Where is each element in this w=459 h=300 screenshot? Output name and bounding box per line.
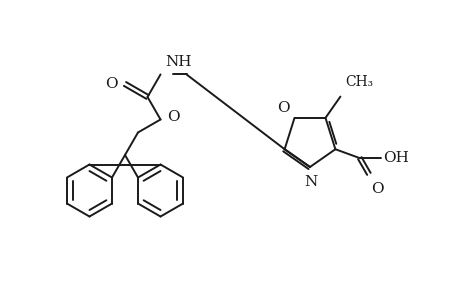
Text: CH₃: CH₃ xyxy=(345,75,373,88)
Text: NH: NH xyxy=(165,56,191,70)
Text: N: N xyxy=(304,175,317,189)
Text: OH: OH xyxy=(383,151,409,165)
Text: O: O xyxy=(167,110,180,124)
Text: O: O xyxy=(105,77,118,91)
Text: O: O xyxy=(370,182,383,196)
Text: O: O xyxy=(276,101,289,115)
